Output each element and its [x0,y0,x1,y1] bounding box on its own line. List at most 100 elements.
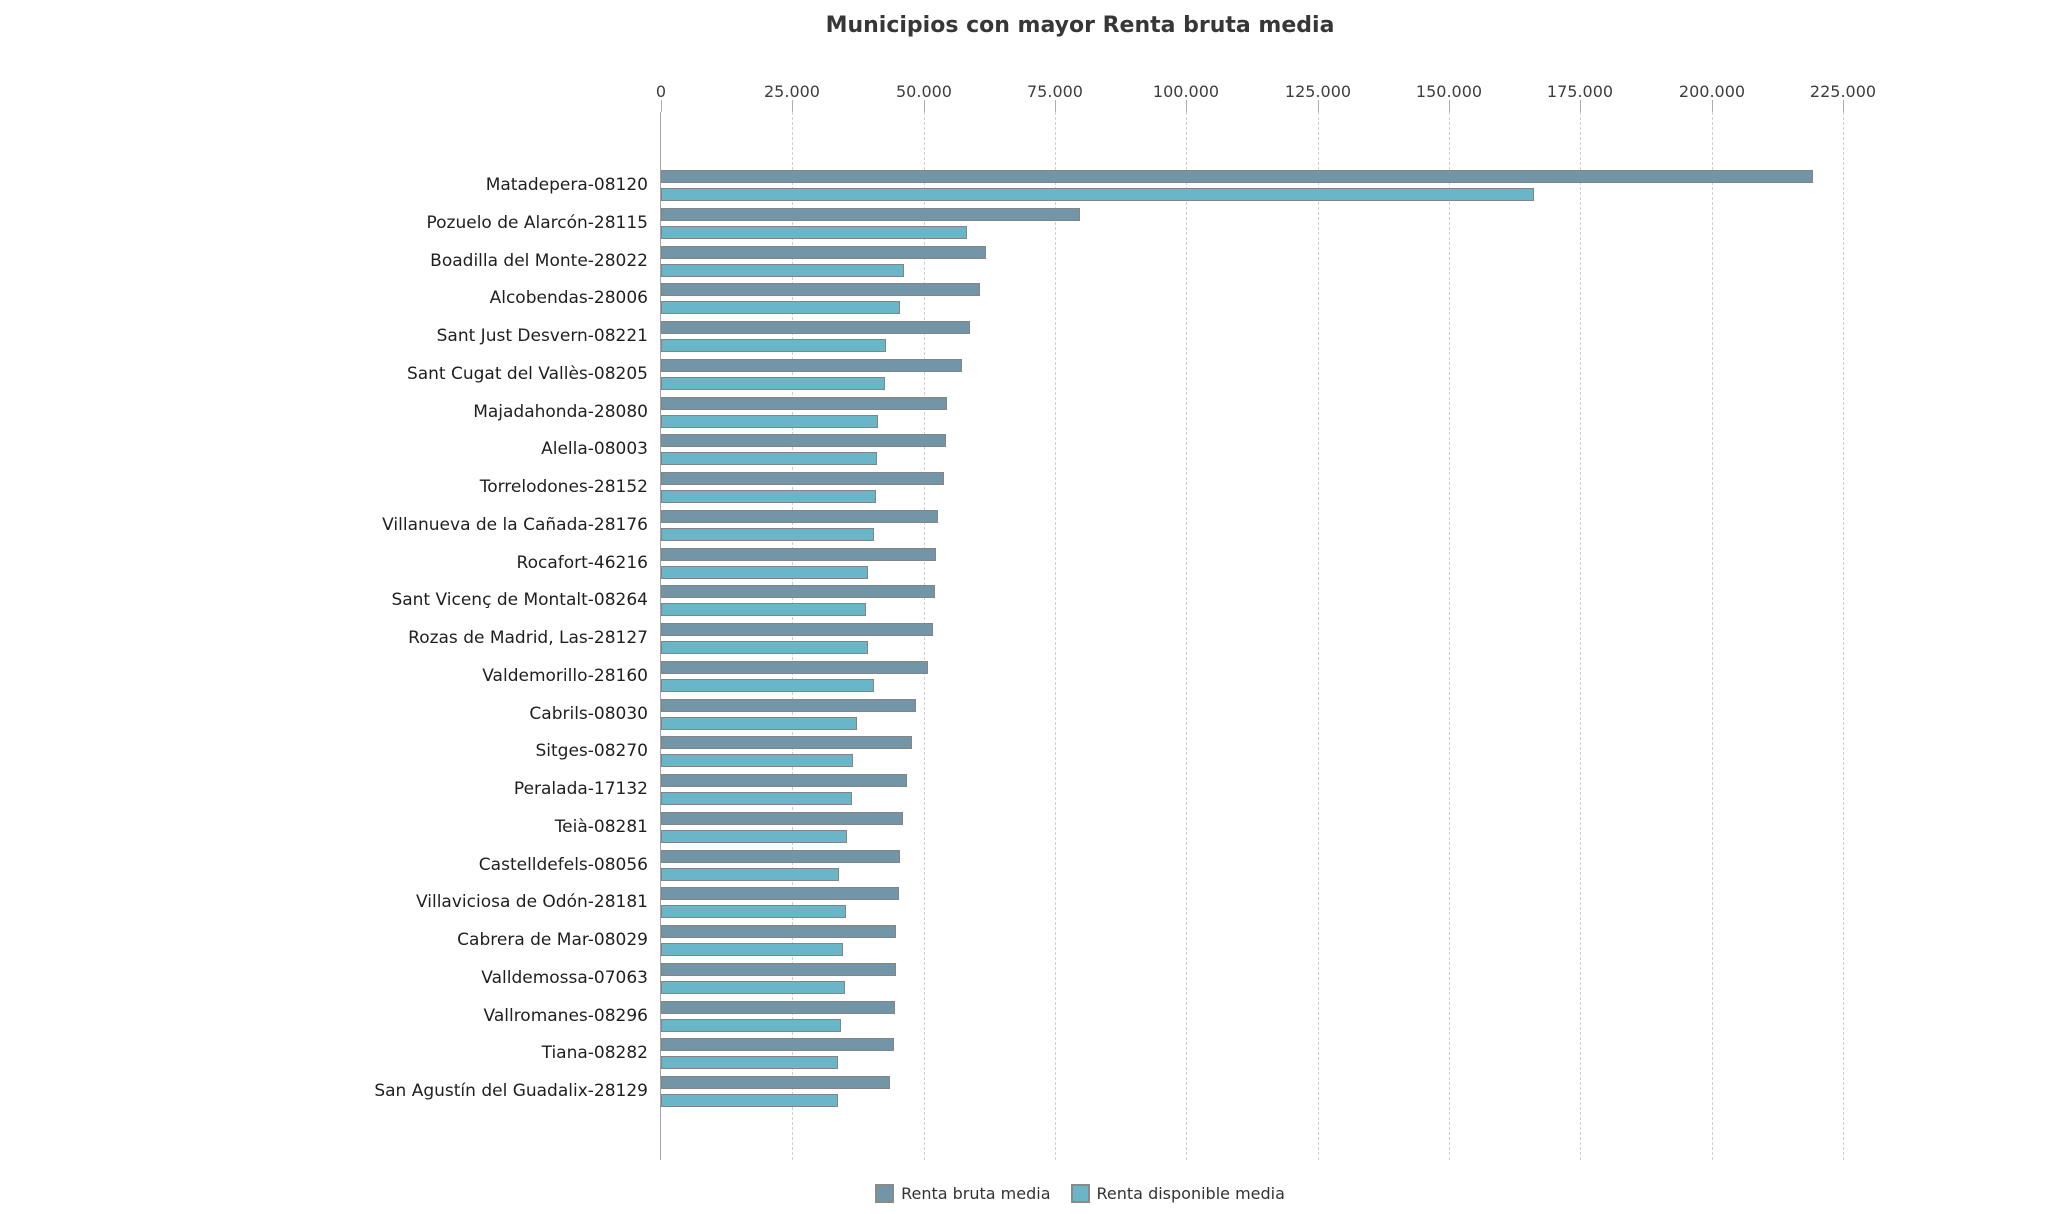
x-axis-tick [1318,100,1319,112]
bar-renta-bruta-media[interactable] [661,925,896,938]
bar-renta-disponible-media[interactable] [661,377,885,390]
plot-area: 0 25.000 50.000 75.000 100.000 125.000 150.000… [656,82,1911,1160]
bar-renta-disponible-media[interactable] [661,264,904,277]
y-axis-label: Alcobendas-28006 [489,288,648,308]
y-axis-label: Tiana-08282 [541,1043,648,1063]
x-axis-tick-label: 50.000 [896,82,952,101]
bar-renta-disponible-media[interactable] [661,981,845,994]
legend-item-renta-disponible-media[interactable]: Renta disponible media [1070,1184,1285,1203]
y-axis-label: Castelldefels-08056 [478,855,648,875]
bar-renta-disponible-media[interactable] [661,905,846,918]
bar-renta-bruta-media[interactable] [661,321,970,334]
x-axis-tick-label: 225.000 [1809,82,1877,101]
bar-renta-bruta-media[interactable] [661,170,1813,183]
gridline [792,112,793,1160]
bar-renta-bruta-media[interactable] [661,812,903,825]
bar-renta-disponible-media[interactable] [661,566,868,579]
bar-renta-bruta-media[interactable] [661,699,916,712]
bar-renta-disponible-media[interactable] [661,1056,838,1069]
x-axis-tick [661,100,662,112]
bar-renta-bruta-media[interactable] [661,397,947,410]
bar-renta-bruta-media[interactable] [661,246,986,259]
y-axis-label: Boadilla del Monte-28022 [430,251,648,271]
bar-renta-disponible-media[interactable] [661,1019,841,1032]
bar-renta-disponible-media[interactable] [661,415,878,428]
y-axis-label: Teià-08281 [554,817,648,837]
y-axis-label: San Agustín del Guadalix-28129 [374,1081,648,1101]
bar-renta-bruta-media[interactable] [661,585,935,598]
bar-renta-disponible-media[interactable] [661,792,852,805]
legend-label: Renta bruta media [901,1184,1051,1203]
bar-renta-disponible-media[interactable] [661,679,874,692]
bar-renta-bruta-media[interactable] [661,283,980,296]
x-axis-tick-label: 200.000 [1678,82,1746,101]
gridline [1449,112,1450,1160]
gridline [1318,112,1319,1160]
bar-renta-disponible-media[interactable] [661,754,853,767]
y-axis-label: Valldemossa-07063 [481,968,648,988]
y-axis-label: Alella-08003 [541,439,648,459]
chart-title: Municipios con mayor Renta bruta media [825,13,1335,38]
bar-renta-disponible-media[interactable] [661,943,843,956]
x-axis-tick [1449,100,1450,112]
bar-renta-bruta-media[interactable] [661,359,962,372]
bar-renta-bruta-media[interactable] [661,736,912,749]
gridline [1580,112,1581,1160]
bar-renta-bruta-media[interactable] [661,510,938,523]
bar-renta-bruta-media[interactable] [661,661,928,674]
bar-renta-disponible-media[interactable] [661,830,847,843]
legend-label: Renta disponible media [1096,1184,1285,1203]
legend: Renta bruta media Renta disponible media [90,1184,2070,1203]
bar-renta-bruta-media[interactable] [661,472,944,485]
legend-item-renta-bruta-media[interactable]: Renta bruta media [875,1184,1051,1203]
gridline [1712,112,1713,1160]
bar-renta-disponible-media[interactable] [661,528,874,541]
bar-renta-disponible-media[interactable] [661,490,876,503]
y-axis-label: Villaviciosa de Odón-28181 [416,892,648,912]
gridline [1843,112,1844,1160]
legend-swatch-icon [1070,1184,1090,1203]
bar-renta-disponible-media[interactable] [661,226,967,239]
bar-renta-bruta-media[interactable] [661,1038,894,1051]
bar-renta-bruta-media[interactable] [661,434,946,447]
bar-renta-disponible-media[interactable] [661,1094,838,1107]
y-axis-label: Rozas de Madrid, Las-28127 [408,628,648,648]
bar-renta-bruta-media[interactable] [661,1001,895,1014]
bar-renta-bruta-media[interactable] [661,774,907,787]
gridline [1055,112,1056,1160]
x-axis-tick [1186,100,1187,112]
bar-renta-disponible-media[interactable] [661,717,857,730]
x-axis-tick [1580,100,1581,112]
bar-renta-bruta-media[interactable] [661,1076,890,1089]
x-axis-tick-label: 175.000 [1546,82,1614,101]
bar-renta-bruta-media[interactable] [661,850,900,863]
bar-renta-disponible-media[interactable] [661,641,868,654]
bar-renta-disponible-media[interactable] [661,301,900,314]
x-axis-tick [1055,100,1056,112]
bar-renta-bruta-media[interactable] [661,548,936,561]
y-axis-label: Sant Just Desvern-08221 [436,326,648,346]
bar-renta-bruta-media[interactable] [661,963,896,976]
y-axis-label: Rocafort-46216 [516,553,648,573]
y-axis-label: Cabrera de Mar-08029 [457,930,648,950]
bar-renta-disponible-media[interactable] [661,188,1534,201]
legend-swatch-icon [875,1184,895,1203]
x-axis-tick-label: 125.000 [1284,82,1352,101]
y-axis-label: Sant Vicenç de Montalt-08264 [391,590,648,610]
bar-renta-disponible-media[interactable] [661,603,866,616]
bar-renta-bruta-media[interactable] [661,887,899,900]
gridline [924,112,925,1160]
y-axis-label: Cabrils-08030 [529,704,648,724]
bar-renta-bruta-media[interactable] [661,208,1080,221]
x-axis-tick-label: 0 [655,82,667,101]
bar-renta-bruta-media[interactable] [661,623,933,636]
x-axis-tick-label: 75.000 [1027,82,1083,101]
x-axis-tick-label: 25.000 [764,82,820,101]
bar-renta-disponible-media[interactable] [661,868,839,881]
y-axis-label: Majadahonda-28080 [473,402,648,422]
bar-renta-disponible-media[interactable] [661,339,886,352]
y-axis-label: Valdemorillo-28160 [482,666,648,686]
bar-renta-disponible-media[interactable] [661,452,877,465]
x-axis-tick-label: 150.000 [1415,82,1483,101]
